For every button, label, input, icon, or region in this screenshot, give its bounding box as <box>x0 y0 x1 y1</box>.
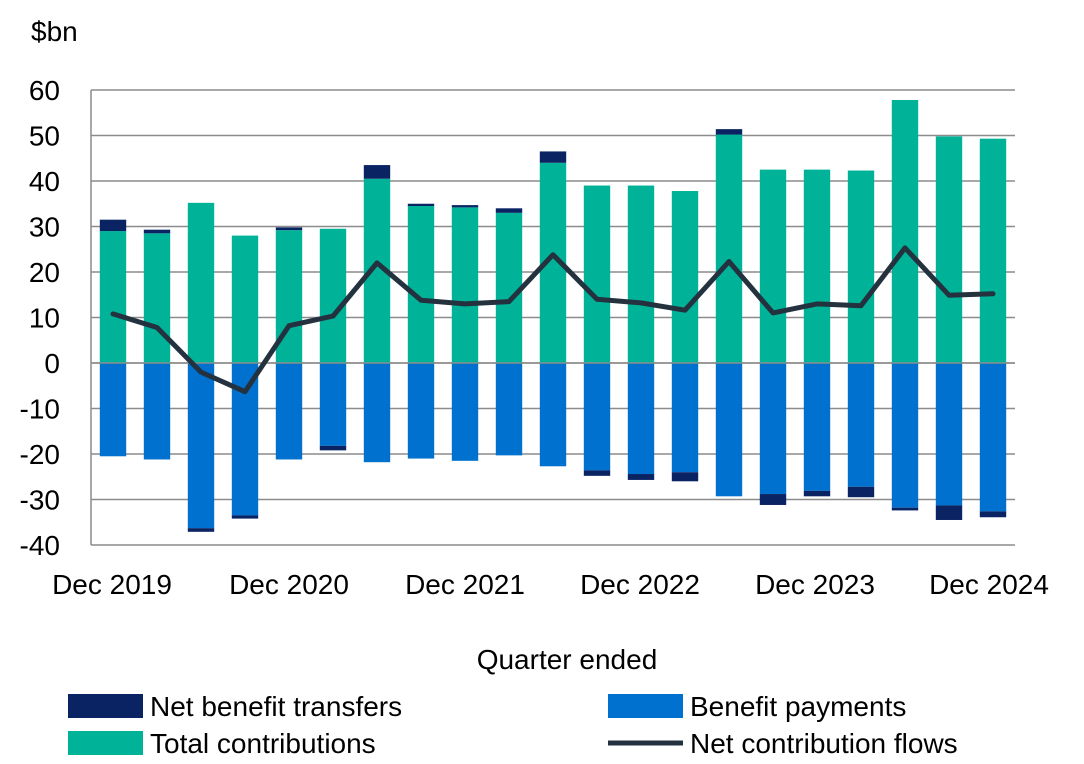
bar-net-benefit-transfers-outflow <box>671 472 699 482</box>
x-tick-label: Dec 2021 <box>405 569 525 600</box>
bar-benefit-payments <box>99 363 127 457</box>
bar-benefit-payments <box>847 363 875 487</box>
x-tick-label: Dec 2023 <box>755 569 875 600</box>
legend: Net benefit transfers Benefit payments Tot… <box>68 691 958 759</box>
bar-net-benefit-transfers-outflow <box>319 445 347 451</box>
bar-total-contributions <box>99 231 127 363</box>
net-flow-line <box>110 245 996 395</box>
bar-net-benefit-transfers-outflow <box>803 490 831 497</box>
bar-benefit-payments <box>187 363 215 529</box>
bar-total-contributions <box>715 134 743 363</box>
bar-benefit-payments <box>979 363 1007 512</box>
bar-benefit-payments <box>759 363 787 495</box>
bar-total-contributions <box>847 170 875 363</box>
bar-net-benefit-transfers <box>99 219 127 232</box>
y-tick-label: -30 <box>20 485 60 516</box>
legend-swatch <box>608 694 683 718</box>
bar-benefit-payments <box>407 363 435 459</box>
bar-total-contributions <box>935 136 963 363</box>
bar-benefit-payments <box>583 363 611 471</box>
bar-net-benefit-transfers-outflow <box>891 507 919 511</box>
bar-total-contributions <box>407 206 435 363</box>
bar-total-contributions <box>187 202 215 363</box>
legend-swatch <box>68 694 143 718</box>
x-axis-tick-labels: Dec 2019 Dec 2020 Dec 2021 Dec 2022 Dec 2023… <box>52 569 1049 600</box>
y-tick-label: -40 <box>20 530 60 561</box>
bar-total-contributions <box>495 212 523 363</box>
bar-benefit-payments <box>319 363 347 446</box>
bar-total-contributions <box>231 235 259 363</box>
bar-net-benefit-transfers-outflow <box>847 486 875 498</box>
bar-benefit-payments <box>671 363 699 473</box>
y-tick-label: 50 <box>29 121 60 152</box>
bar-net-benefit-transfers-outflow <box>759 494 787 505</box>
bar-net-benefit-transfers <box>143 229 171 234</box>
bar-total-contributions <box>759 169 787 363</box>
bar-net-benefit-transfers <box>363 165 391 179</box>
y-tick-label: 20 <box>29 257 60 288</box>
bar-benefit-payments <box>275 363 303 460</box>
x-tick-label: Dec 2019 <box>52 569 172 600</box>
legend-swatch <box>68 731 143 755</box>
y-tick-label: -10 <box>20 394 60 425</box>
bar-benefit-payments <box>363 363 391 463</box>
bar-total-contributions <box>451 207 479 363</box>
y-tick-label: 30 <box>29 212 60 243</box>
bar-total-contributions <box>891 100 919 363</box>
bar-net-benefit-transfers <box>495 208 523 213</box>
bar-benefit-payments <box>803 363 831 491</box>
x-axis-title: Quarter ended <box>477 644 658 675</box>
y-tick-label: 60 <box>29 75 60 106</box>
y-axis-tick-labels: 60 50 40 30 20 10 0 -10 -20 -30 -40 <box>20 75 60 561</box>
bar-total-contributions <box>319 228 347 363</box>
bar-benefit-payments <box>495 363 523 456</box>
y-axis-unit-label: $bn <box>31 16 78 47</box>
legend-label: Net benefit transfers <box>150 691 402 722</box>
y-tick-label: 40 <box>29 166 60 197</box>
bar-net-benefit-transfers <box>715 129 743 135</box>
bar-net-benefit-transfers-outflow <box>979 511 1007 518</box>
x-tick-label: Dec 2020 <box>229 569 349 600</box>
bar-benefit-payments <box>451 363 479 461</box>
bar-total-contributions <box>143 233 171 363</box>
x-tick-label: Dec 2024 <box>929 569 1049 600</box>
bar-benefit-payments <box>143 363 171 460</box>
bar-total-contributions <box>627 185 655 363</box>
legend-label: Total contributions <box>150 728 376 759</box>
legend-label: Benefit payments <box>690 691 906 722</box>
y-tick-label: 10 <box>29 303 60 334</box>
bar-net-benefit-transfers <box>275 227 303 231</box>
bars <box>99 100 1007 532</box>
bar-net-benefit-transfers-outflow <box>583 470 611 476</box>
bar-total-contributions <box>803 169 831 363</box>
bar-net-benefit-transfers <box>539 151 567 163</box>
legend-label: Net contribution flows <box>690 728 958 759</box>
bar-benefit-payments <box>627 363 655 475</box>
bar-net-benefit-transfers-outflow <box>187 528 215 532</box>
bar-benefit-payments <box>891 363 919 508</box>
bar-benefit-payments <box>539 363 567 467</box>
y-tick-label: 0 <box>44 348 60 379</box>
bar-total-contributions <box>671 191 699 363</box>
bar-total-contributions <box>583 185 611 363</box>
bar-net-benefit-transfers-outflow <box>935 505 963 520</box>
y-tick-label: -20 <box>20 439 60 470</box>
x-tick-label: Dec 2022 <box>580 569 700 600</box>
bar-net-benefit-transfers-outflow <box>231 515 259 519</box>
bar-net-benefit-transfers-outflow <box>627 474 655 480</box>
bar-benefit-payments <box>935 363 963 506</box>
bar-net-benefit-transfers <box>407 203 435 207</box>
bar-benefit-payments <box>715 363 743 497</box>
bar-total-contributions <box>979 138 1007 363</box>
bar-net-benefit-transfers <box>451 205 479 208</box>
